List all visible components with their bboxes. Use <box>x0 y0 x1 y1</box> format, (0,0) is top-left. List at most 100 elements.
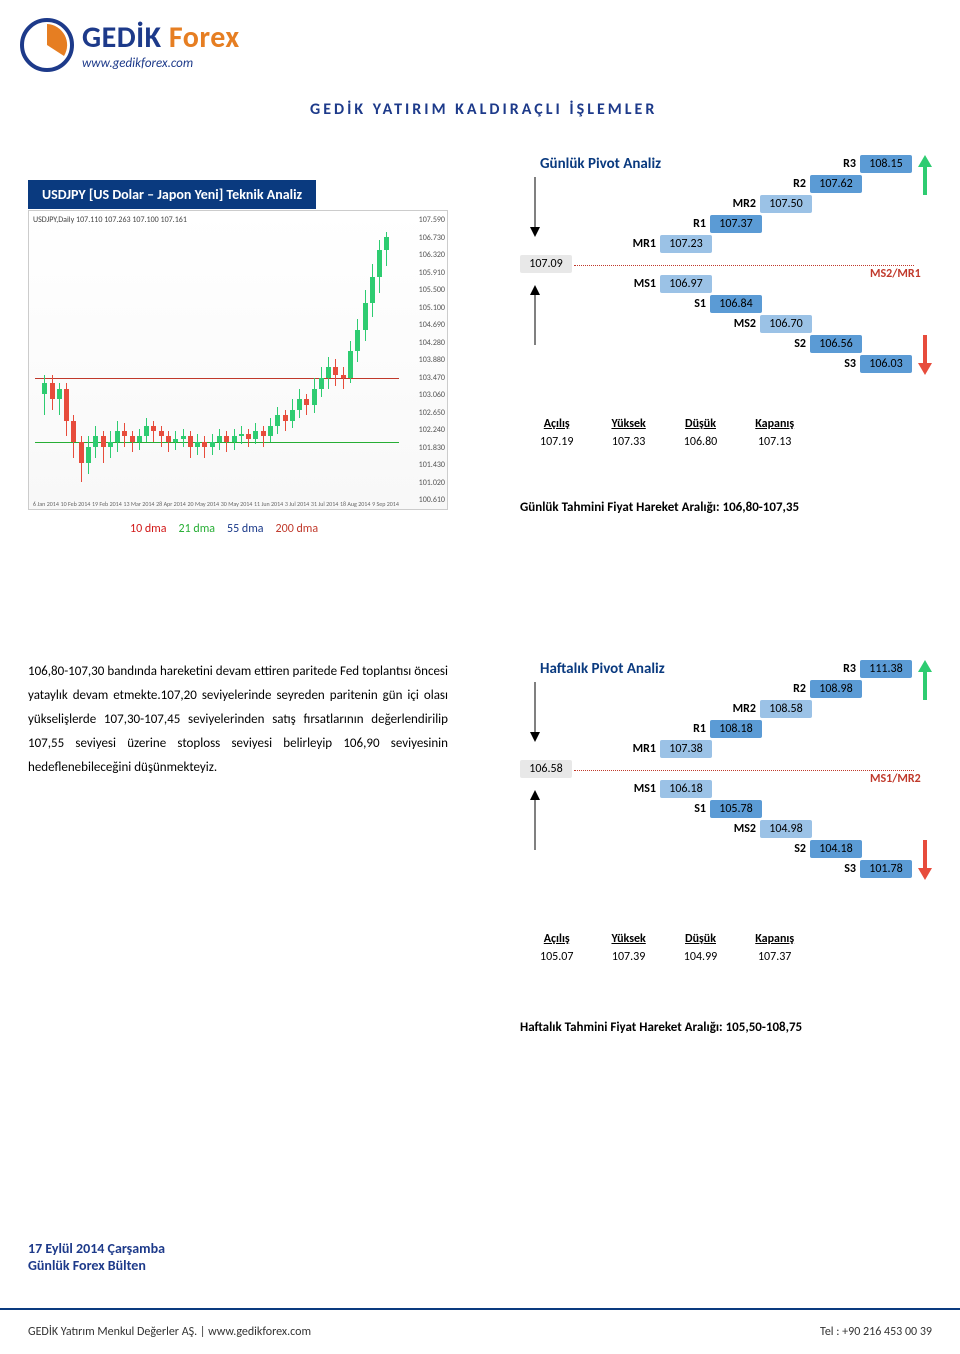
candle-body <box>130 436 135 441</box>
candle-wick <box>226 431 227 452</box>
up-arrow-icon <box>918 155 932 199</box>
header-title: GEDİK YATIRIM KALDIRAÇLI İŞLEMLER <box>310 100 657 119</box>
pivot-title: Haftalık Pivot Analiz <box>540 660 665 678</box>
dma-legend-item: 10 dma <box>130 522 167 536</box>
candle-body <box>115 431 120 442</box>
candle-body <box>370 277 375 304</box>
candle-body <box>50 383 55 399</box>
chart-candle-area <box>35 229 399 495</box>
chart-y-tick: 104.690 <box>405 320 445 330</box>
logo-url: www.gedikforex.com <box>82 56 240 71</box>
chart-y-tick: 101.430 <box>405 460 445 470</box>
pivot-row-label: MS1 <box>618 780 656 798</box>
pivot-row-label: S2 <box>768 840 806 858</box>
ohlc-header: Yüksek <box>593 932 663 946</box>
chart-y-tick: 101.830 <box>405 443 445 453</box>
ohlc-header: Kapanış <box>737 417 812 431</box>
candle-wick <box>44 375 45 415</box>
small-down-arrow-icon <box>530 177 540 241</box>
candle-wick <box>132 431 133 452</box>
chart-x-tick: 19 Feb 2014 <box>92 500 122 508</box>
chart-x-tick: 30 May 2014 <box>221 500 253 508</box>
logo: GEDİK Forex www.gedikforex.com <box>20 18 240 72</box>
pivot-row-value: 108.98 <box>810 680 862 698</box>
pivot-row-label: R1 <box>668 215 706 233</box>
candle-body <box>166 436 171 441</box>
pivot-row-value: 104.98 <box>760 820 812 838</box>
chart-y-tick: 107.590 <box>405 215 445 225</box>
candle-body <box>232 436 237 441</box>
ohlc-daily: AçılışYüksekDüşükKapanış107.19107.33106.… <box>520 415 814 453</box>
pivot-row-value: 107.37 <box>710 215 762 233</box>
pivot-row-label: MR2 <box>718 700 756 718</box>
pivot-row-value: 101.78 <box>860 860 912 878</box>
candle-body <box>210 442 215 447</box>
pivot-weekly: Haftalık Pivot Analiz106.58MS1/MR2R3111.… <box>490 660 925 900</box>
daily-range-text: Günlük Tahmini Fiyat Hareket Aralığı: 10… <box>520 500 799 515</box>
pivot-row-value: 107.62 <box>810 175 862 193</box>
small-down-arrow-icon <box>530 682 540 746</box>
candle-body <box>71 421 76 442</box>
footer-right: Tel : +90 216 453 00 39 <box>820 1325 932 1339</box>
pivot-row-value: 104.18 <box>810 840 862 858</box>
pivot-row-value: 106.56 <box>810 335 862 353</box>
logo-brand: GEDİK Forex <box>82 19 240 56</box>
candle-body <box>108 442 113 447</box>
candle-wick <box>168 431 169 452</box>
pivot-row-value: 106.84 <box>710 295 762 313</box>
candle-body <box>290 410 295 421</box>
up-arrow-icon <box>918 660 932 704</box>
pivot-row-value: 107.23 <box>660 235 712 253</box>
pivot-row-label: MR1 <box>618 235 656 253</box>
candle-body <box>384 237 389 250</box>
pivot-row-label: MR1 <box>618 740 656 758</box>
pivot-row-label: R3 <box>818 660 856 678</box>
weekly-range-text: Haftalık Tahmini Fiyat Hareket Aralığı: … <box>520 1020 802 1035</box>
chart-x-tick: 10 Feb 2014 <box>61 500 91 508</box>
ohlc-header: Kapanış <box>737 932 812 946</box>
candle-body <box>363 303 368 330</box>
chart-pair-label: USDJPY,Daily 107.110 107.263 107.100 107… <box>33 215 187 225</box>
pivot-row-value: 108.18 <box>710 720 762 738</box>
candle-body <box>42 383 47 394</box>
ohlc-weekly: AçılışYüksekDüşükKapanış105.07107.39104.… <box>520 930 814 968</box>
chart-x-tick: 18 Aug 2014 <box>340 500 370 508</box>
candle-body <box>224 436 229 441</box>
candle-body <box>188 436 193 447</box>
ohlc-value: 106.80 <box>666 433 735 451</box>
pivot-row-label: R3 <box>818 155 856 173</box>
chart-x-tick: 6 Jan 2014 <box>33 500 59 508</box>
chart-y-tick: 103.060 <box>405 390 445 400</box>
candle-body <box>173 439 178 442</box>
chart-x-axis: 6 Jan 201410 Feb 201419 Feb 201413 Mar 2… <box>33 500 399 508</box>
ohlc-header: Düşük <box>666 417 735 431</box>
small-up-arrow-icon <box>530 285 540 349</box>
candle-body <box>137 436 142 441</box>
down-arrow-icon <box>918 335 932 379</box>
chart-x-tick: 11 Jun 2014 <box>254 500 283 508</box>
down-arrow-icon <box>918 840 932 884</box>
pivot-row-value: 107.50 <box>760 195 812 213</box>
pivot-row-value: 106.97 <box>660 275 712 293</box>
instrument-title: USDJPY [US Dolar – Japon Yeni] Teknik An… <box>28 180 316 209</box>
pivot-row-value: 106.70 <box>760 315 812 333</box>
pivot-row-value: 107.38 <box>660 740 712 758</box>
ohlc-value: 107.39 <box>593 948 663 966</box>
ohlc-value: 104.99 <box>666 948 735 966</box>
pivot-row-label: S3 <box>818 355 856 373</box>
pivot-row-label: S3 <box>818 860 856 878</box>
footer-date-line2: Günlük Forex Bülten <box>28 1257 165 1274</box>
chart-x-tick: 31 Jul 2014 <box>311 500 338 508</box>
pivot-row-value: 108.15 <box>860 155 912 173</box>
pivot-side-label: MS1/MR2 <box>870 772 921 786</box>
candle-body <box>253 431 258 439</box>
pivot-row-label: S1 <box>668 295 706 313</box>
candle-body <box>64 389 69 421</box>
candle-body <box>195 442 200 447</box>
candle-body <box>151 426 156 431</box>
chart-y-tick: 105.910 <box>405 268 445 278</box>
pivot-row-label: MS2 <box>718 315 756 333</box>
candle-body <box>261 431 266 436</box>
candle-body <box>122 431 127 436</box>
chart-y-tick: 105.500 <box>405 285 445 295</box>
